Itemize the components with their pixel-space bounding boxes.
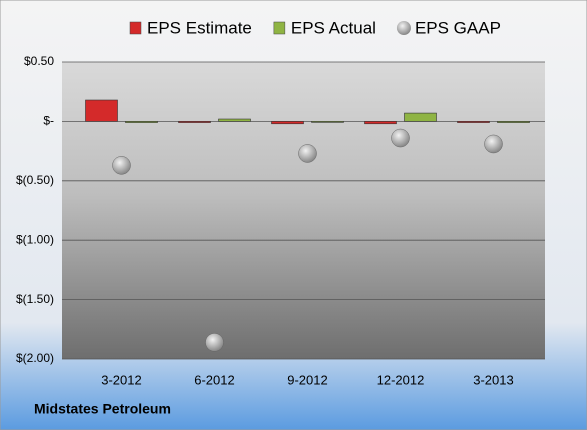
legend-label: EPS Actual [291,18,376,37]
caption: Midstates Petroleum [34,401,171,417]
point [391,128,410,148]
x-tick-label: 9-2012 [287,372,327,387]
y-tick-label: $0.50 [24,54,54,68]
legend-label: EPS GAAP [415,18,501,37]
bar [271,121,304,125]
bar [311,121,344,123]
bar [178,121,211,123]
y-tick-label: $(0.50) [16,173,54,187]
x-tick-label: 3-2012 [101,372,141,387]
bar [457,121,490,123]
x-tick-label: 12-2012 [377,372,425,387]
point [484,134,503,154]
plot-area [62,62,545,359]
point [205,333,224,352]
y-tick-label: $(2.00) [16,351,54,365]
bar [364,121,397,125]
legend-swatch [396,21,411,35]
point [112,156,131,175]
bar [85,99,118,122]
bar [404,112,437,122]
bar [497,121,530,123]
bar [125,121,158,123]
legend-swatch [129,21,142,35]
legend-swatch [273,21,286,35]
y-tick-label: $(1.00) [16,232,54,246]
y-tick-label: $- [43,114,54,128]
x-tick-label: 3-2013 [473,372,513,387]
bar [218,118,251,122]
x-tick-label: 6-2012 [194,372,234,387]
point [298,144,317,163]
legend-label: EPS Estimate [147,18,252,37]
y-tick-label: $(1.50) [16,292,54,306]
